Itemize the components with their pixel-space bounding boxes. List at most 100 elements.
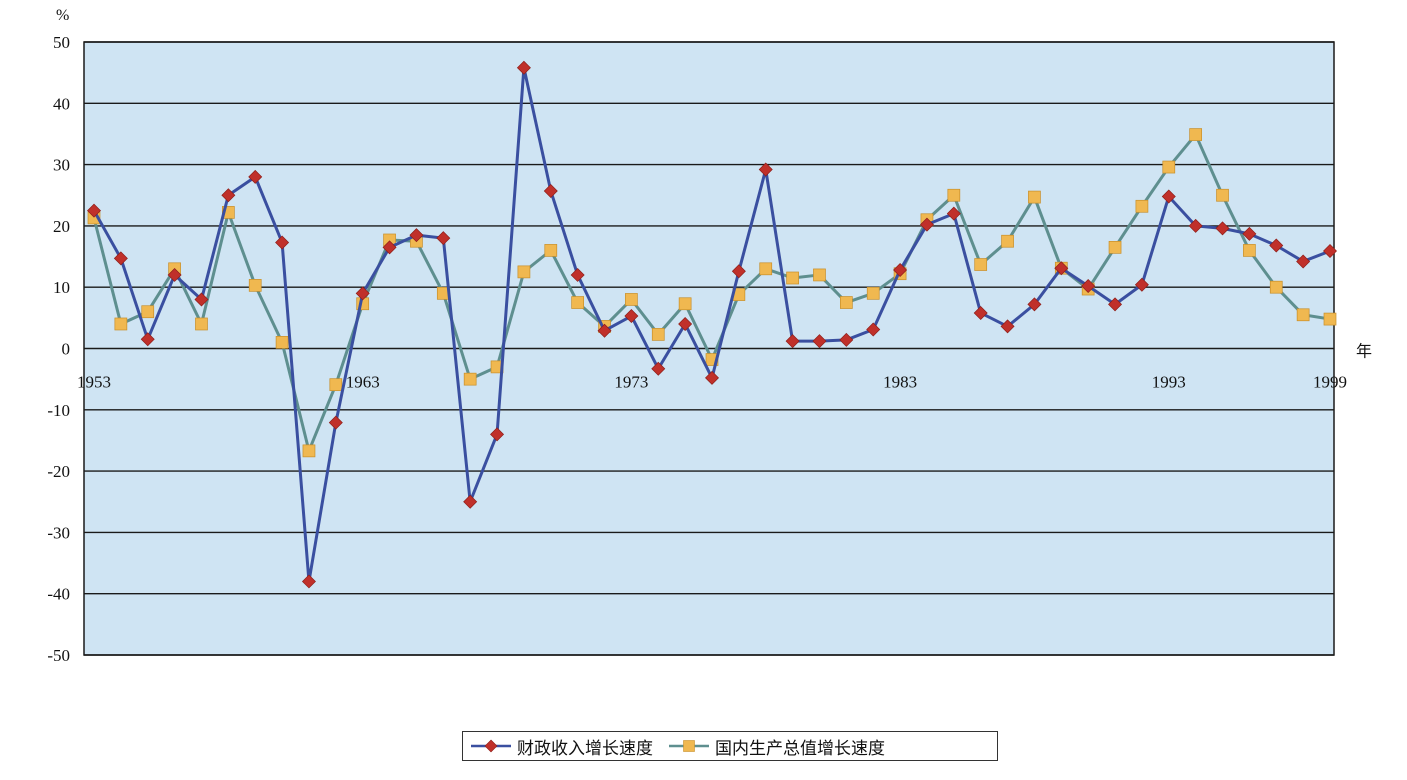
legend-key-fiscal — [469, 736, 513, 756]
data-point — [919, 217, 934, 232]
data-point — [355, 286, 370, 301]
data-point — [140, 332, 155, 347]
data-point — [651, 361, 666, 376]
data-point — [759, 262, 773, 276]
data-point — [1108, 297, 1123, 312]
data-point — [1189, 128, 1203, 141]
y-tick-label: 30 — [53, 156, 70, 175]
data-point — [1323, 312, 1337, 326]
y-tick-label: -50 — [47, 646, 70, 665]
data-point — [1323, 244, 1337, 259]
y-axis-ticks: 50 40 30 20 10 0 -10 -20 -30 -40 -50 — [47, 33, 70, 665]
data-point — [114, 317, 128, 331]
data-point — [947, 188, 961, 202]
data-point — [893, 263, 908, 278]
data-point — [625, 293, 638, 306]
data-point — [195, 317, 208, 331]
data-point — [1216, 188, 1229, 202]
grid-lines — [84, 41, 1334, 656]
data-point — [436, 231, 451, 246]
data-point — [678, 316, 693, 331]
x-axis-ticks: 1953 1963 1973 1983 1993 1999 — [77, 373, 1347, 392]
data-point — [597, 323, 612, 338]
data-point — [1001, 234, 1014, 248]
data-point — [839, 296, 853, 309]
data-point — [1134, 277, 1149, 292]
data-point — [463, 372, 477, 386]
data-point — [866, 322, 881, 337]
y-tick-label: 50 — [53, 33, 70, 52]
data-point — [839, 332, 854, 347]
data-point — [409, 228, 424, 243]
data-point — [302, 444, 316, 458]
series-fiscal-revenue — [87, 60, 1337, 589]
data-point — [329, 378, 343, 392]
y-tick-label: -10 — [47, 401, 70, 420]
data-point — [301, 574, 316, 589]
data-point — [275, 235, 290, 250]
data-point — [973, 305, 988, 320]
data-point — [248, 169, 263, 184]
data-point — [678, 297, 692, 311]
data-point — [786, 271, 799, 285]
legend-label-fiscal: 财政收入增长速度 — [517, 738, 653, 759]
data-point — [544, 244, 558, 257]
data-point — [651, 328, 665, 341]
data-point — [275, 336, 289, 349]
data-point — [1296, 308, 1310, 322]
data-point — [705, 370, 719, 385]
y-unit-label: % — [56, 7, 69, 24]
data-point — [813, 268, 826, 282]
data-point — [812, 334, 827, 349]
legend: 财政收入增长速度 国内生产总值增长速度 — [462, 731, 998, 761]
legend-item-fiscal: 财政收入增长速度 — [469, 734, 653, 759]
data-point — [1296, 254, 1311, 269]
data-point — [731, 264, 746, 279]
data-point — [194, 292, 209, 307]
data-point — [248, 279, 262, 292]
x-unit-label: 年 — [1356, 343, 1372, 361]
y-tick-label: 20 — [53, 217, 70, 236]
data-point — [543, 183, 558, 198]
data-point — [570, 267, 585, 282]
legend-key-gdp — [667, 736, 711, 756]
data-point — [113, 251, 128, 266]
y-tick-label: -30 — [47, 523, 70, 542]
data-point — [785, 334, 800, 349]
x-tick-label: 1983 — [883, 373, 917, 392]
data-point — [517, 265, 531, 279]
y-tick-label: -40 — [47, 585, 70, 604]
data-point — [1027, 297, 1042, 312]
data-point — [221, 188, 236, 203]
data-point — [1215, 221, 1230, 236]
data-point — [758, 162, 773, 177]
data-point — [1081, 278, 1096, 293]
data-point — [490, 427, 505, 442]
data-point — [1243, 244, 1256, 257]
legend-item-gdp: 国内生产总值增长速度 — [667, 734, 885, 759]
data-point — [946, 206, 961, 221]
data-point — [87, 203, 101, 218]
data-point — [1108, 241, 1122, 254]
y-tick-label: -20 — [47, 462, 70, 481]
data-point — [141, 305, 155, 319]
data-point — [1000, 319, 1015, 334]
data-point — [1269, 280, 1283, 294]
data-point — [328, 415, 343, 430]
data-point — [571, 296, 585, 309]
data-point — [1135, 199, 1149, 213]
y-tick-label: 10 — [53, 278, 70, 297]
data-point — [624, 309, 639, 324]
data-point — [167, 267, 182, 282]
x-tick-label: 1963 — [346, 373, 380, 392]
data-point — [516, 60, 531, 75]
data-point — [1054, 261, 1069, 276]
y-tick-label: 40 — [53, 94, 70, 113]
data-point — [1028, 190, 1041, 204]
data-point — [1188, 218, 1203, 233]
data-point — [1269, 238, 1284, 253]
data-point — [463, 494, 478, 509]
x-tick-label: 1993 — [1152, 373, 1186, 392]
legend-label-gdp: 国内生产总值增长速度 — [715, 738, 885, 759]
